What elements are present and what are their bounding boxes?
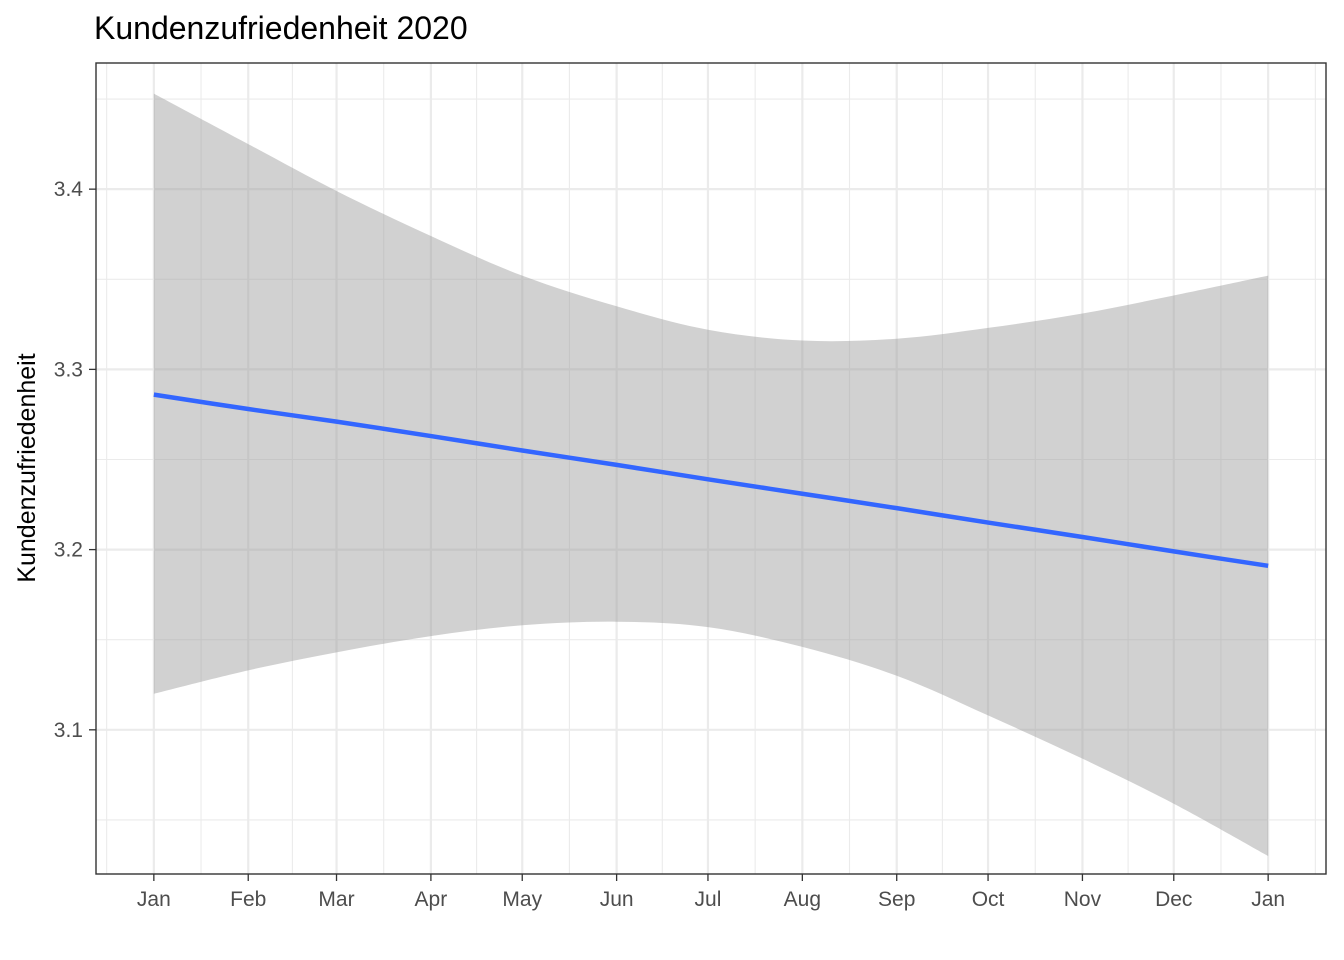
x-tick-label: Feb — [230, 888, 266, 911]
trend-line — [153, 392, 1269, 569]
confidence-ribbon — [153, 93, 1269, 856]
chart-title: Kundenzufriedenheit 2020 — [94, 10, 468, 46]
x-tick-label: Apr — [415, 888, 448, 911]
plot-area — [153, 93, 1269, 856]
x-tick-label: Sep — [878, 888, 915, 911]
y-axis: 3.1 3.2 3.3 3.4 — [54, 178, 96, 742]
y-axis-title: Kundenzufriedenheit — [13, 353, 41, 582]
x-tick-label: Aug — [784, 888, 821, 911]
x-tick-label: Jun — [600, 888, 634, 911]
y-tick-label: 3.3 — [54, 358, 83, 381]
x-tick-label: Jan — [1251, 888, 1285, 911]
x-tick-label: Jan — [137, 888, 171, 911]
y-tick-label: 3.2 — [54, 539, 83, 562]
x-axis: Jan Feb Mar Apr May Jun Jul Aug Sep Oct Nov Dec Jan — [137, 874, 1285, 911]
x-tick-label: Mar — [318, 888, 354, 911]
panel-border — [95, 62, 1327, 875]
x-tick-label: Nov — [1064, 888, 1102, 911]
major-gridlines — [96, 63, 1326, 874]
x-tick-label: May — [502, 888, 542, 911]
y-tick-label: 3.4 — [54, 178, 84, 201]
y-tick-label: 3.1 — [54, 719, 83, 742]
x-tick-label: Jul — [695, 888, 722, 911]
x-tick-label: Dec — [1155, 888, 1192, 911]
x-tick-label: Oct — [972, 888, 1005, 911]
minor-gridlines — [96, 63, 1326, 874]
